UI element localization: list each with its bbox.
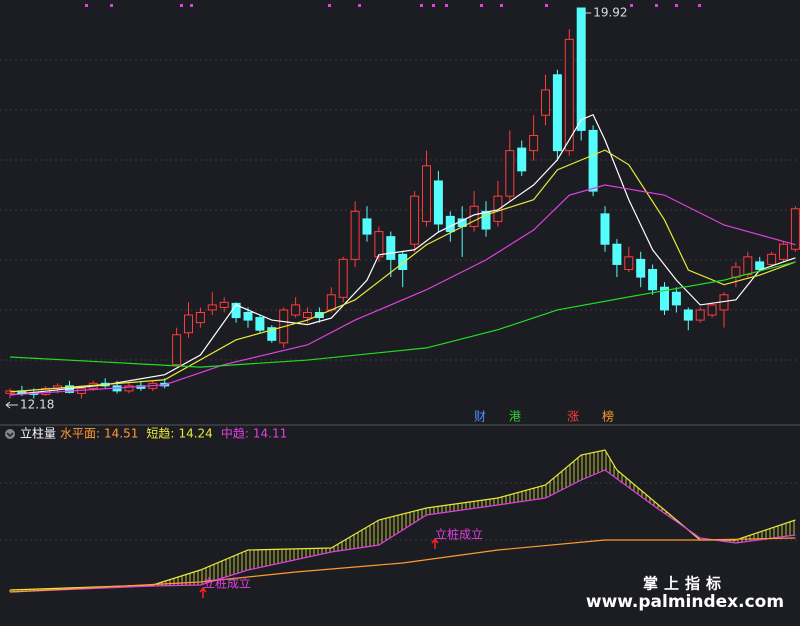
signal-label: 立桩成立 bbox=[203, 576, 251, 591]
candle-body bbox=[291, 304, 301, 316]
indicator-line bbox=[9, 449, 796, 591]
collapse-icon[interactable] bbox=[5, 429, 15, 439]
candle-body bbox=[350, 210, 360, 260]
candle-body bbox=[207, 304, 217, 311]
brand: 掌上指标 bbox=[643, 575, 727, 593]
candle-body bbox=[541, 89, 550, 116]
signal-label: 立桩成立 bbox=[435, 527, 483, 542]
legend-value: 14.24 bbox=[178, 427, 212, 441]
candle-body bbox=[517, 147, 527, 172]
indicator-title: 立柱量 bbox=[20, 426, 56, 441]
tag[interactable]: 涨 bbox=[567, 409, 579, 424]
tag[interactable]: 榜 bbox=[602, 409, 614, 424]
candle-body bbox=[219, 301, 229, 308]
legend-label: 短趋: bbox=[146, 427, 174, 441]
candle-body bbox=[612, 243, 622, 265]
candle-body bbox=[755, 261, 765, 271]
candle-body bbox=[731, 266, 741, 278]
legend-label: 水平面: bbox=[60, 427, 100, 441]
candle-body bbox=[767, 253, 777, 265]
candle-body bbox=[124, 385, 134, 392]
candle-body bbox=[552, 74, 562, 152]
candle-body bbox=[303, 311, 312, 319]
collapse-chevron bbox=[6, 432, 14, 438]
candle-body bbox=[374, 231, 384, 258]
legend-value: 14.51 bbox=[104, 427, 138, 441]
candle-body bbox=[779, 243, 788, 260]
candle-body bbox=[624, 256, 634, 271]
candle-body bbox=[433, 180, 443, 225]
candle-body bbox=[505, 150, 515, 197]
signal-arrow bbox=[431, 537, 439, 549]
min-arrow bbox=[5, 401, 18, 409]
candle-body bbox=[588, 129, 598, 192]
ma-line bbox=[9, 149, 796, 393]
brand-url: www.palmindex.com bbox=[586, 592, 784, 612]
candle-body bbox=[790, 208, 800, 250]
ma-line bbox=[9, 261, 796, 368]
indicator-line bbox=[9, 537, 796, 593]
legend-value: 14.11 bbox=[253, 427, 287, 441]
candle-body bbox=[338, 258, 348, 298]
candle-body bbox=[529, 134, 539, 152]
candle-body bbox=[362, 218, 372, 235]
candle-body bbox=[195, 311, 205, 324]
candle-body bbox=[243, 311, 253, 321]
candle-body bbox=[422, 165, 431, 222]
candle-body bbox=[184, 314, 193, 334]
candle-body bbox=[410, 195, 420, 245]
ma-line bbox=[9, 184, 796, 396]
signal-arrow bbox=[199, 586, 207, 598]
tag[interactable]: 港 bbox=[509, 410, 521, 424]
candle-body bbox=[707, 304, 717, 316]
candle-body bbox=[481, 210, 491, 230]
candle-body bbox=[326, 294, 336, 311]
candle-body bbox=[671, 291, 681, 306]
candle-body bbox=[493, 195, 503, 222]
candle-body bbox=[683, 309, 693, 321]
candle-body bbox=[255, 317, 265, 331]
candle-body bbox=[648, 269, 658, 291]
candle-body bbox=[564, 38, 574, 152]
candle-body bbox=[695, 309, 705, 321]
candle-body bbox=[743, 256, 753, 276]
candle-body bbox=[267, 327, 277, 341]
candle-body bbox=[600, 213, 610, 245]
legend-label: 中趋: bbox=[221, 426, 249, 441]
ma-line bbox=[9, 113, 796, 396]
candle-body bbox=[660, 286, 669, 311]
candle-body bbox=[576, 7, 586, 131]
candle-body bbox=[636, 258, 646, 278]
top-dots bbox=[85, 4, 701, 7]
candle-body bbox=[398, 253, 408, 271]
max-price: 19.92 bbox=[593, 6, 627, 20]
candle-body bbox=[172, 334, 182, 366]
min-price: 12.18 bbox=[20, 398, 54, 412]
candle-body bbox=[386, 236, 396, 260]
candle-body bbox=[445, 215, 455, 233]
tag[interactable]: 财 bbox=[474, 410, 486, 424]
grid bbox=[0, 59, 800, 541]
